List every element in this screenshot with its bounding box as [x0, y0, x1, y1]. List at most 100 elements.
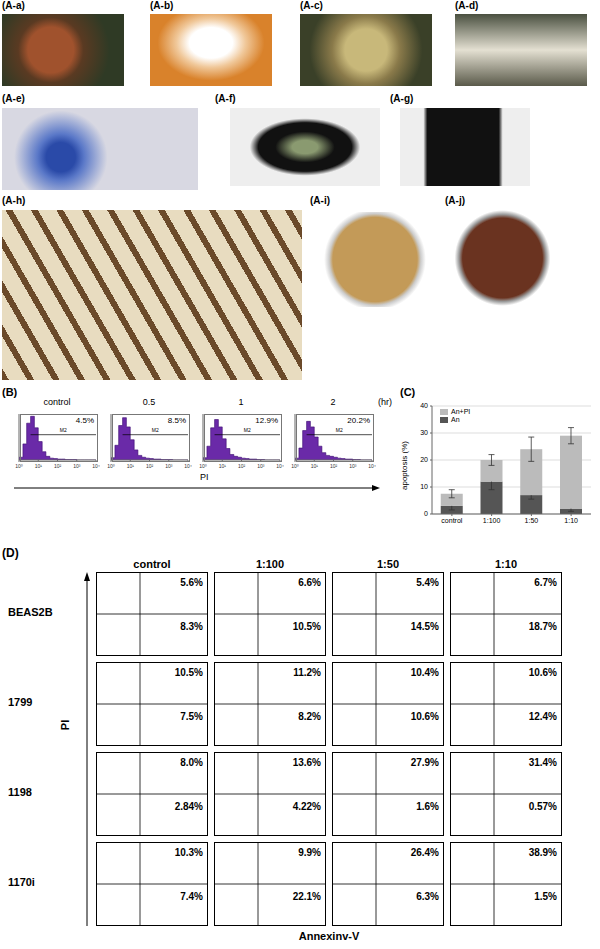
svg-text:8.3%: 8.3%: [180, 621, 203, 632]
svg-text:8.2%: 8.2%: [298, 711, 321, 722]
html-text:control: control: [43, 397, 71, 407]
html-text:1:50: 1:50: [377, 558, 399, 570]
svg-text:1:50: 1:50: [525, 517, 539, 524]
svg-text:27.9%: 27.9%: [411, 757, 439, 768]
html-text:(B): (B): [2, 386, 18, 398]
svg-text:1:100: 1:100: [483, 517, 501, 524]
html-text:1799: 1799: [8, 696, 33, 708]
svg-text:10³: 10³: [165, 463, 173, 469]
svg-text:10¹: 10¹: [311, 463, 319, 469]
svg-text:40: 40: [420, 402, 428, 409]
svg-text:10²: 10²: [146, 463, 154, 469]
svg-text:14.5%: 14.5%: [411, 621, 439, 632]
html-text:(hr): (hr): [378, 397, 392, 407]
svg-text:10²: 10²: [54, 463, 62, 469]
html-text:(A-h): (A-h): [2, 195, 26, 206]
svg-text:10.3%: 10.3%: [175, 847, 203, 858]
svg-text:6.3%: 6.3%: [416, 891, 439, 902]
svg-text:10.6%: 10.6%: [411, 711, 439, 722]
svg-text:0.57%: 0.57%: [529, 801, 557, 812]
svg-text:10¹: 10¹: [219, 463, 227, 469]
svg-text:1.6%: 1.6%: [416, 801, 439, 812]
html-text:An: An: [451, 416, 460, 423]
svg-text:8.0%: 8.0%: [180, 757, 203, 768]
svg-text:6.7%: 6.7%: [534, 577, 557, 588]
html-text:(A-i): (A-i): [310, 195, 330, 206]
html-text:0.5: 0.5: [142, 397, 156, 407]
svg-text:10.5%: 10.5%: [175, 667, 203, 678]
svg-text:38.9%: 38.9%: [529, 847, 557, 858]
svg-text:10.4%: 10.4%: [411, 667, 439, 678]
svg-text:22.1%: 22.1%: [293, 891, 321, 902]
svg-text:5.4%: 5.4%: [416, 577, 439, 588]
svg-text:10¹: 10¹: [35, 463, 43, 469]
svg-text:10⁴: 10⁴: [276, 463, 284, 469]
svg-text:apoptosis (%): apoptosis (%): [400, 441, 409, 490]
html-text:(C): (C): [400, 386, 416, 398]
svg-text:4.22%: 4.22%: [293, 801, 321, 812]
html-text:(A-b): (A-b): [150, 0, 174, 11]
svg-text:18.7%: 18.7%: [529, 621, 557, 632]
svg-text:10⁴: 10⁴: [368, 463, 376, 469]
svg-text:10.6%: 10.6%: [529, 667, 557, 678]
html-text:(A-a): (A-a): [2, 0, 25, 11]
html-text:(A-e): (A-e): [2, 93, 25, 104]
svg-text:M2: M2: [336, 427, 343, 433]
svg-text:10⁰: 10⁰: [15, 463, 23, 469]
svg-text:10⁴: 10⁴: [184, 463, 192, 469]
html-text:20.2%: 20.2%: [347, 416, 370, 425]
svg-text:10³: 10³: [257, 463, 265, 469]
svg-text:12.4%: 12.4%: [529, 711, 557, 722]
svg-text:10³: 10³: [349, 463, 357, 469]
html-text:control: control: [133, 558, 171, 570]
svg-text:10³: 10³: [73, 463, 81, 469]
svg-text:10⁰: 10⁰: [291, 463, 299, 469]
html-text:(D): (D): [2, 546, 19, 560]
svg-text:10¹: 10¹: [127, 463, 135, 469]
html-text:PI: PI: [200, 472, 209, 482]
svg-text:10²: 10²: [330, 463, 338, 469]
svg-text:M2: M2: [244, 427, 251, 433]
svg-text:1.5%: 1.5%: [534, 891, 557, 902]
html-text:8.5%: 8.5%: [167, 416, 186, 425]
svg-text:7.5%: 7.5%: [180, 711, 203, 722]
svg-text:control: control: [441, 517, 462, 524]
svg-text:7.4%: 7.4%: [180, 891, 203, 902]
html-text:(A-j): (A-j): [445, 195, 465, 206]
html-text:PI: PI: [59, 719, 72, 731]
html-text:1170i: 1170i: [8, 876, 35, 888]
svg-text:31.4%: 31.4%: [529, 757, 557, 768]
html-text:1:100: 1:100: [255, 558, 285, 570]
html-text:Annexinv-V: Annexinv-V: [298, 930, 360, 942]
svg-text:5.6%: 5.6%: [180, 577, 203, 588]
svg-text:10: 10: [420, 483, 428, 490]
svg-text:2.84%: 2.84%: [175, 801, 203, 812]
html-text:4.5%: 4.5%: [75, 416, 94, 425]
html-text:An+PI: An+PI: [451, 408, 471, 415]
html-text:1198: 1198: [8, 786, 32, 798]
svg-text:0: 0: [424, 510, 428, 517]
html-text:1: 1: [238, 397, 244, 407]
html-text:(A-g): (A-g): [390, 93, 414, 104]
svg-text:20: 20: [420, 456, 428, 463]
svg-text:1:10: 1:10: [564, 517, 578, 524]
html-text:(A-c): (A-c): [300, 0, 323, 11]
svg-text:26.4%: 26.4%: [411, 847, 439, 858]
html-text:BEAS2B: BEAS2B: [8, 606, 53, 618]
svg-text:30: 30: [420, 429, 428, 436]
html-text:(A-f): (A-f): [215, 93, 236, 104]
svg-text:M2: M2: [60, 427, 67, 433]
svg-text:10²: 10²: [238, 463, 246, 469]
svg-text:13.6%: 13.6%: [293, 757, 321, 768]
html-text:(A-d): (A-d): [455, 0, 479, 11]
svg-text:6.6%: 6.6%: [298, 577, 321, 588]
svg-text:9.9%: 9.9%: [298, 847, 321, 858]
html-text:12.9%: 12.9%: [255, 416, 278, 425]
svg-text:10.5%: 10.5%: [293, 621, 321, 632]
svg-text:10⁴: 10⁴: [92, 463, 100, 469]
svg-text:M2: M2: [152, 427, 159, 433]
svg-text:11.2%: 11.2%: [293, 667, 321, 678]
svg-text:10⁰: 10⁰: [199, 463, 207, 469]
html-text:1:10: 1:10: [495, 558, 517, 570]
svg-text:10⁰: 10⁰: [107, 463, 115, 469]
